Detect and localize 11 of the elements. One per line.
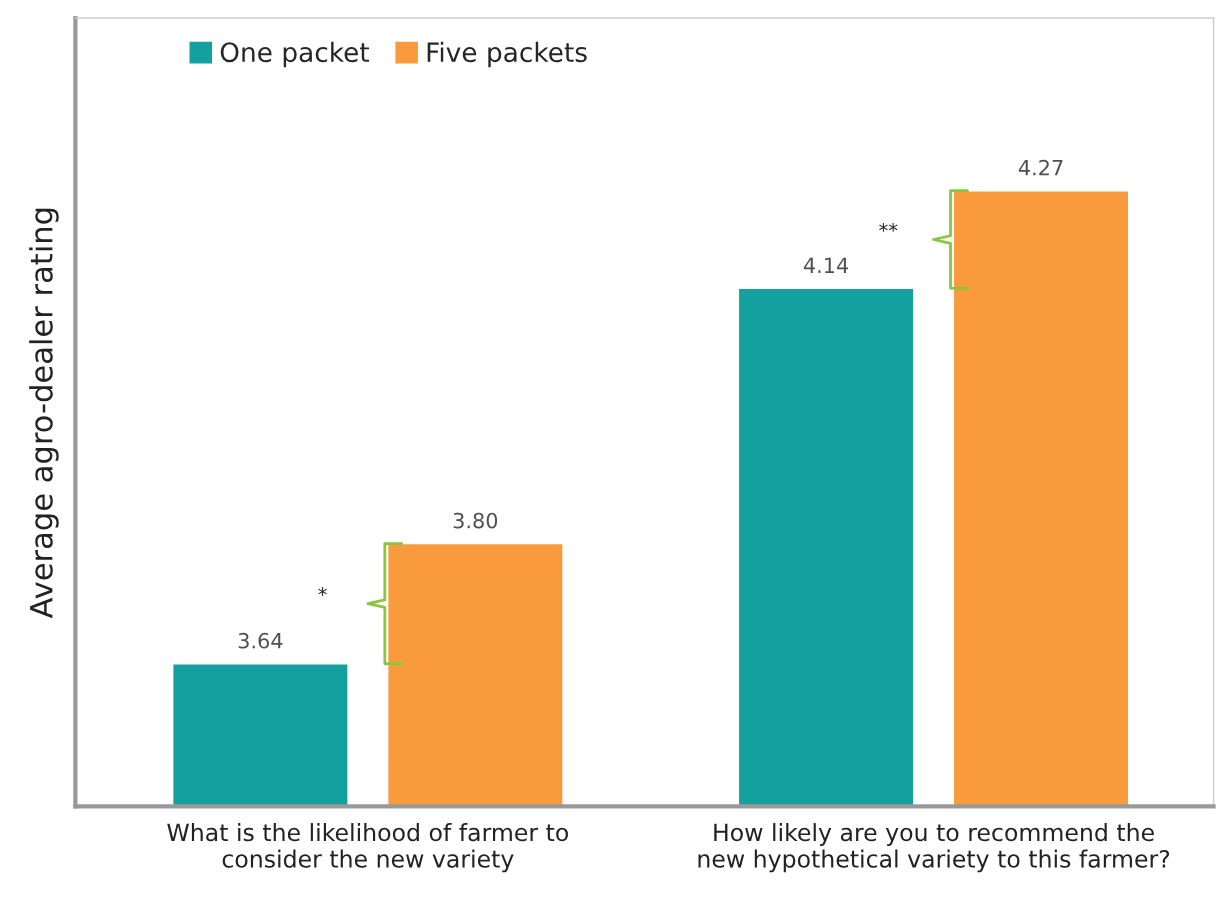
annotation: ** xyxy=(879,222,898,232)
data-label: 4.14 xyxy=(803,257,849,273)
data-label: 3.64 xyxy=(238,632,283,649)
legend-label: Five packets xyxy=(427,41,587,68)
y-axis-title: Average agro-dealer rating xyxy=(29,208,59,619)
data-label: 3.80 xyxy=(453,512,498,529)
x-tick-label: What is the likelihood of farmer to consider the new variety xyxy=(167,823,569,873)
data-label: 4.27 xyxy=(1018,159,1063,176)
annotation: * xyxy=(318,587,327,596)
legend-label: One packet xyxy=(220,41,370,68)
x-tick-label: How likely are you to recommend the new hypothetical variety to this farmer? xyxy=(698,823,1170,873)
